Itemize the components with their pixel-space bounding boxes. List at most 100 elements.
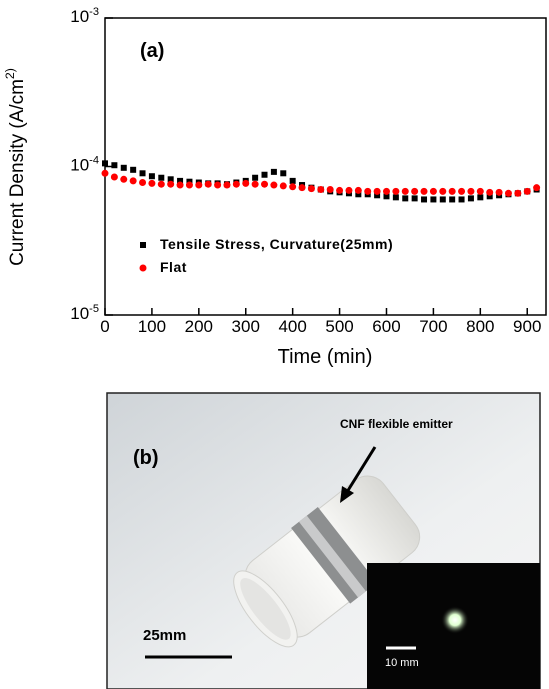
data-point <box>382 187 390 195</box>
data-point <box>252 174 259 181</box>
data-point <box>486 193 493 200</box>
data-point <box>448 187 456 195</box>
legend-label: Flat <box>160 259 187 275</box>
data-point <box>326 186 334 194</box>
data-point <box>383 193 390 200</box>
x-tick-label: 0 <box>100 317 109 336</box>
scale-bar-label: 25mm <box>143 627 186 644</box>
data-point <box>477 194 484 201</box>
x-tick-label: 800 <box>466 317 494 336</box>
data-point <box>251 180 259 188</box>
data-point <box>167 180 175 188</box>
y-tick-label: 10-3 <box>70 6 99 27</box>
data-point <box>355 191 362 198</box>
x-tick-label: 400 <box>278 317 306 336</box>
data-point <box>317 186 325 194</box>
data-point <box>495 188 503 196</box>
data-point <box>102 160 108 167</box>
data-point <box>374 192 381 199</box>
x-tick-label: 600 <box>372 317 400 336</box>
data-point <box>476 187 484 195</box>
data-point <box>289 177 296 184</box>
data-point <box>533 184 541 192</box>
data-point <box>157 180 165 188</box>
data-point <box>298 184 306 192</box>
data-point <box>167 176 174 183</box>
data-point <box>523 187 531 195</box>
data-point <box>439 187 447 195</box>
x-axis-label: Time (min) <box>278 346 373 368</box>
data-point <box>392 194 399 201</box>
photo-panel-label: (b) <box>133 447 159 469</box>
inset-scale-label: 10 mm <box>385 657 419 669</box>
data-point <box>232 180 240 188</box>
data-point <box>280 170 287 177</box>
data-point <box>120 164 127 171</box>
data-point <box>411 195 418 202</box>
legend-label: Tensile Stress, Curvature(25mm) <box>160 236 393 252</box>
data-point <box>148 179 156 187</box>
data-point <box>336 186 344 194</box>
data-point <box>195 181 203 189</box>
data-point <box>514 189 522 197</box>
data-point <box>185 181 193 189</box>
x-tick-label: 700 <box>419 317 447 336</box>
data-point <box>223 181 231 189</box>
data-point <box>467 187 475 195</box>
photo <box>106 392 541 689</box>
data-point <box>429 187 437 195</box>
data-point <box>176 181 184 189</box>
data-point <box>177 177 184 184</box>
data-point <box>504 189 512 197</box>
panel-label: (a) <box>140 40 164 62</box>
data-point <box>354 186 362 194</box>
emitter-label: CNF flexible emitter <box>340 417 453 431</box>
data-point <box>261 171 268 178</box>
data-point <box>139 179 147 187</box>
data-point <box>458 187 466 195</box>
data-point <box>111 162 118 169</box>
data-point <box>139 170 146 177</box>
data-point <box>486 188 494 196</box>
data-point <box>279 182 287 190</box>
data-point <box>158 174 165 181</box>
data-point <box>129 177 137 185</box>
y-axis-label: Current Density (A/cm2) <box>3 68 28 266</box>
data-point <box>120 175 128 183</box>
data-point <box>270 181 278 189</box>
legend-marker <box>139 264 147 272</box>
legend-marker <box>140 242 146 248</box>
data-point <box>467 195 474 202</box>
x-tick-label: 200 <box>185 317 213 336</box>
data-point <box>148 173 155 180</box>
data-point <box>214 181 222 189</box>
data-point <box>420 187 428 195</box>
x-tick-label: 500 <box>325 317 353 336</box>
data-point <box>345 186 353 194</box>
data-point <box>373 187 381 195</box>
y-tick-label: 10-5 <box>70 303 99 324</box>
data-point <box>364 187 372 195</box>
data-point <box>289 183 297 191</box>
x-tick-label: 300 <box>232 317 260 336</box>
data-point <box>307 185 315 193</box>
data-point <box>242 179 250 187</box>
data-point <box>421 196 428 203</box>
data-point <box>430 196 437 203</box>
data-point <box>101 169 109 177</box>
data-point <box>130 166 137 173</box>
data-point <box>401 187 409 195</box>
data-point <box>439 196 446 203</box>
data-point <box>449 196 456 203</box>
data-point <box>402 195 409 202</box>
x-tick-label: 900 <box>513 317 541 336</box>
data-point <box>204 180 212 188</box>
data-point <box>261 180 269 188</box>
data-point <box>392 187 400 195</box>
data-point <box>270 168 277 175</box>
data-point <box>458 196 465 203</box>
data-point <box>110 173 118 181</box>
x-tick-label: 100 <box>138 317 166 336</box>
y-tick-label: 10-4 <box>70 154 99 175</box>
